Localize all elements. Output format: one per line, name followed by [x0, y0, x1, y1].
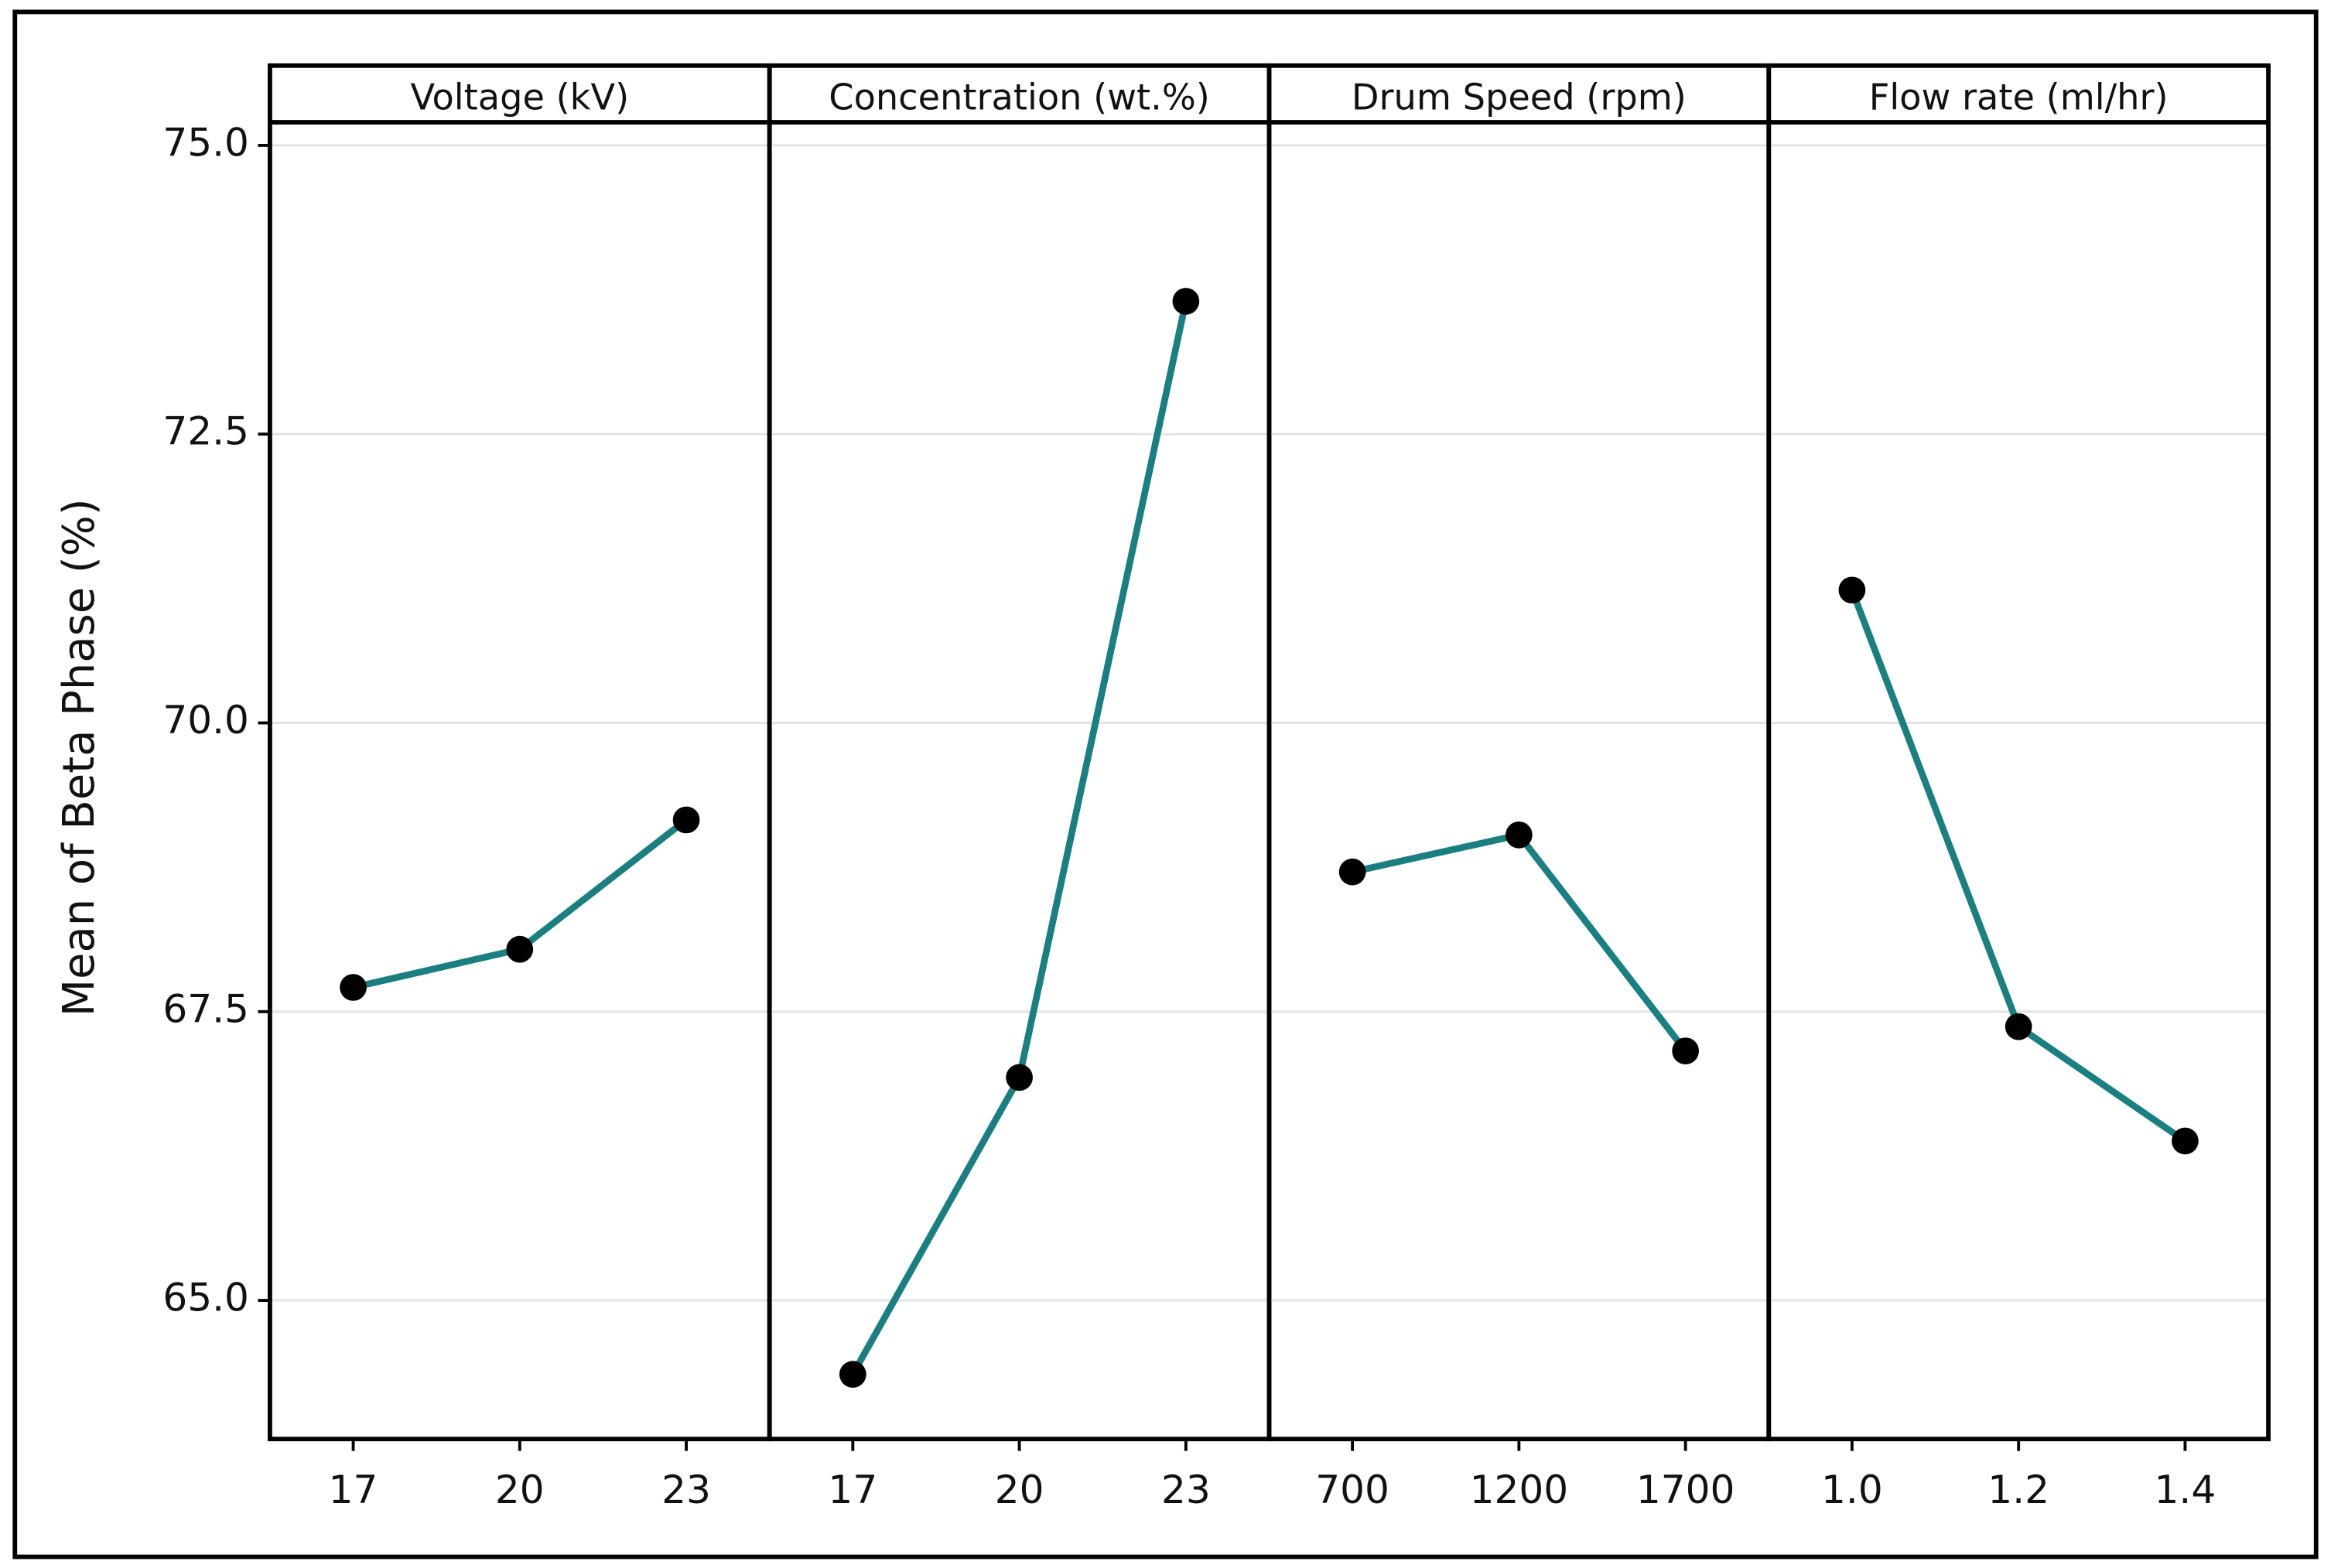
marker	[1338, 858, 1366, 886]
x-tick-label: 1.0	[1821, 1467, 1883, 1512]
marker	[340, 974, 367, 1001]
line	[1352, 831, 1689, 1054]
marker	[1672, 1037, 1699, 1064]
x-tick-label: 1.2	[1988, 1467, 2049, 1512]
x-tick-label: 1200	[1470, 1467, 1569, 1512]
x-tick-label: 23	[1161, 1467, 1211, 1512]
panel	[1266, 63, 1772, 1442]
marker	[1172, 288, 1200, 315]
y-tick-label: 70.0	[162, 697, 249, 743]
y-tick-label: 75.0	[162, 119, 249, 165]
panel-title: Drum Speed (rpm)	[1352, 77, 1687, 118]
y-tick-label: 65.0	[162, 1275, 249, 1320]
marker	[839, 1361, 866, 1388]
marker	[1838, 576, 1866, 604]
panel-title: Voltage (kV)	[410, 77, 629, 118]
panel	[268, 63, 772, 1442]
x-tick-label: 17	[828, 1467, 877, 1512]
line	[849, 300, 1190, 1376]
x-tick-label: 23	[661, 1467, 711, 1512]
panel-title: Flow rate (ml/hr)	[1869, 77, 2169, 118]
panel-title: Concentration (wt.%)	[829, 77, 1210, 118]
x-tick-label: 20	[995, 1467, 1044, 1512]
marker	[2005, 1013, 2032, 1040]
x-tick-label: 17	[329, 1467, 378, 1512]
panel	[767, 63, 1272, 1442]
panel	[1766, 63, 2271, 1442]
y-tick-label: 67.5	[162, 986, 249, 1031]
y-tick-label: 72.5	[162, 408, 249, 454]
y-axis-label: Mean of Beta Phase (%)	[54, 498, 104, 1016]
x-tick-label: 20	[495, 1467, 545, 1512]
marker	[2172, 1127, 2199, 1155]
x-tick-label: 700	[1315, 1467, 1389, 1512]
x-tick-label: 1700	[1636, 1467, 1735, 1512]
x-tick-label: 1.4	[2155, 1467, 2217, 1512]
marker	[1006, 1064, 1033, 1091]
marker	[672, 806, 700, 834]
line	[1848, 589, 2187, 1144]
frame	[12, 9, 2319, 1559]
marker	[506, 935, 534, 963]
marker	[1506, 821, 1533, 849]
